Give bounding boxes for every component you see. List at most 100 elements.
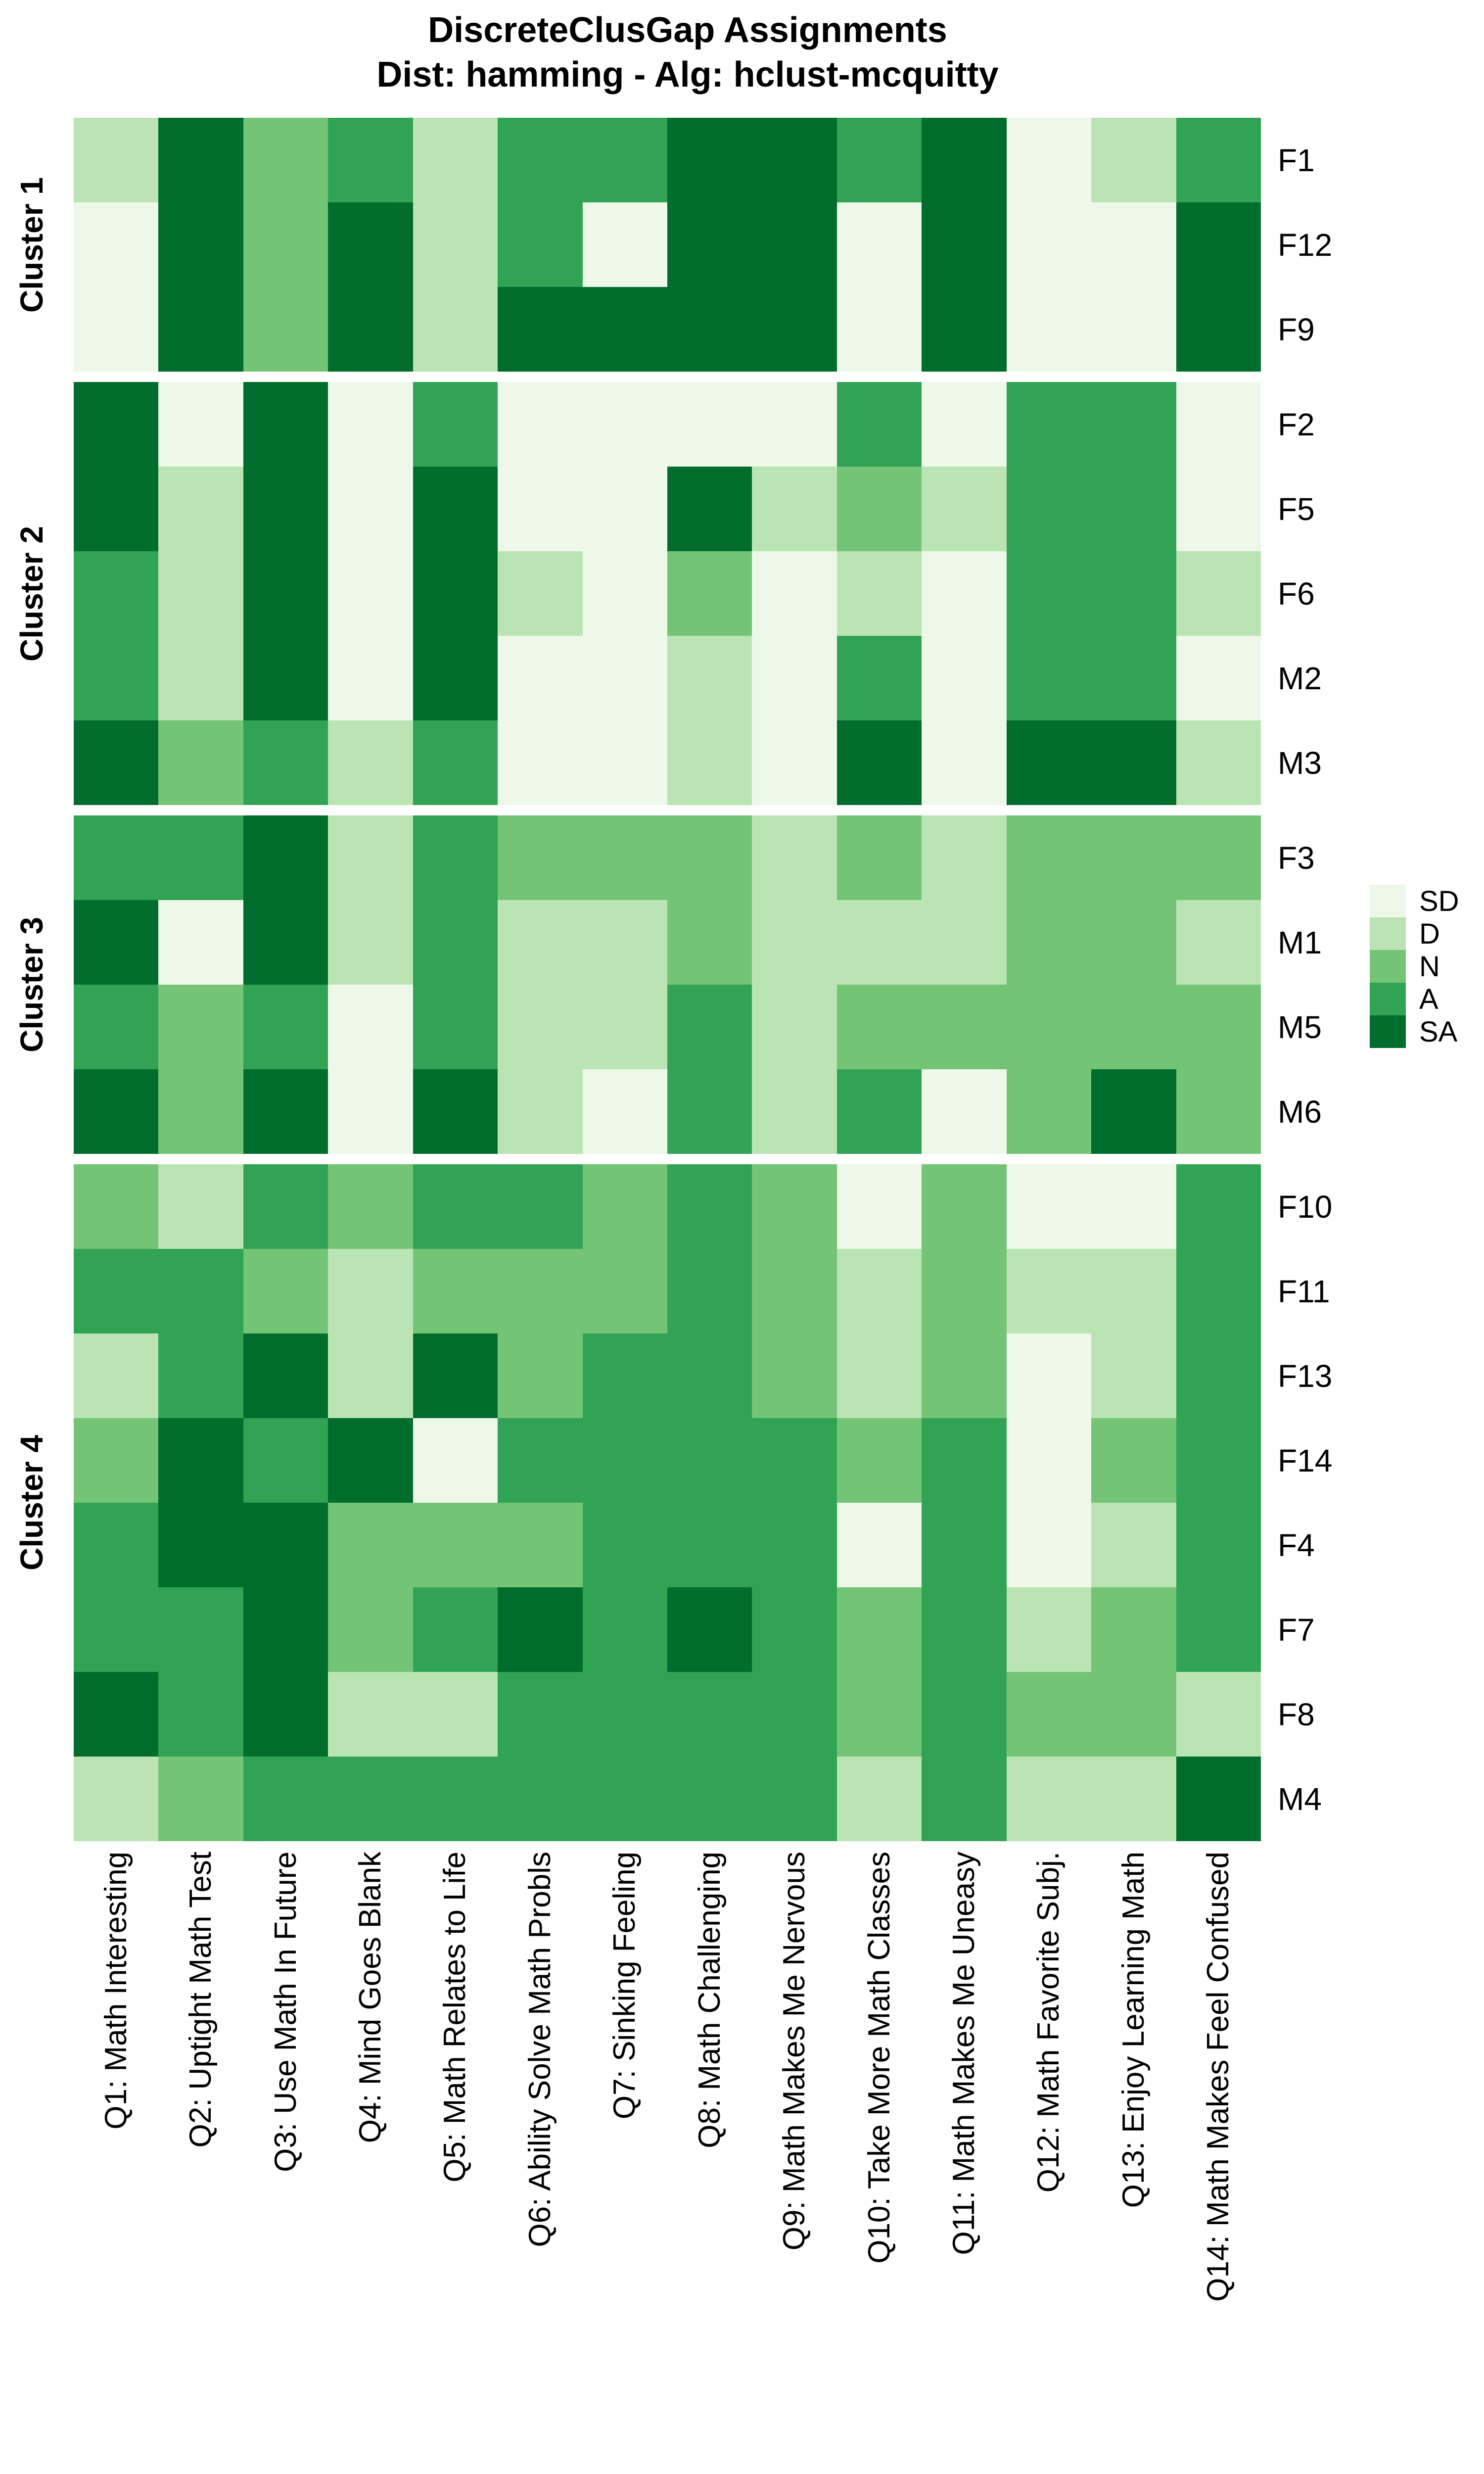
heatmap-cell-M5-Q11	[922, 985, 1007, 1069]
heatmap-cell-M1-Q10	[836, 900, 922, 985]
heatmap-cell-F2-Q14	[1176, 382, 1261, 467]
column-label-text: Q7: Sinking Feeling	[607, 1852, 642, 2120]
heatmap-cell-F9-Q10	[836, 287, 922, 372]
heatmap-cell-F6-Q8	[667, 551, 752, 636]
heatmap-cell-F1-Q9	[752, 118, 837, 202]
heatmap-cell-F4-Q8	[667, 1503, 752, 1587]
cluster-label-2: Cluster 2	[3, 382, 60, 805]
heatmap-cell-F14-Q5	[413, 1418, 498, 1503]
cluster-block-1	[74, 118, 1261, 372]
column-label-Q7: Q7: Sinking Feeling	[583, 1852, 667, 2474]
heatmap-cell-F5-Q14	[1176, 467, 1261, 551]
heatmap-cell-F7-Q4	[328, 1587, 413, 1672]
column-label-text: Q4: Mind Goes Blank	[353, 1852, 387, 2143]
heatmap-cell-F1-Q11	[922, 118, 1007, 202]
heatmap-cell-F12-Q10	[836, 202, 922, 287]
row-label-F4: F4	[1278, 1527, 1315, 1563]
heatmap-cell-M4-Q6	[498, 1757, 583, 1841]
heatmap-cell-M6-Q2	[158, 1069, 243, 1154]
heatmap-cell-F8-Q8	[667, 1672, 752, 1757]
heatmap-cell-F3-Q1	[74, 815, 159, 900]
column-label-text: Q5: Math Relates to Life	[438, 1852, 472, 2183]
heatmap-cell-F11-Q6	[498, 1249, 583, 1333]
heatmap-cell-F11-Q9	[752, 1249, 837, 1333]
heatmap-cell-F14-Q7	[582, 1418, 667, 1503]
heatmap-cell-F8-Q4	[328, 1672, 413, 1757]
legend-swatch-D	[1370, 917, 1406, 950]
legend-swatch-N	[1370, 950, 1406, 983]
heatmap-cell-F9-Q2	[158, 287, 243, 372]
heatmap-cell-M6-Q7	[582, 1069, 667, 1154]
column-label-text: Q13: Enjoy Learning Math	[1116, 1852, 1151, 2208]
heatmap-cell-F9-Q13	[1091, 287, 1176, 372]
heatmap-cell-F6-Q12	[1006, 551, 1092, 636]
heatmap-cell-F2-Q10	[836, 382, 922, 467]
heatmap-cell-F1-Q1	[74, 118, 159, 202]
heatmap-cell-F12-Q12	[1006, 202, 1092, 287]
row-label-M2: M2	[1278, 660, 1322, 696]
heatmap-cell-F7-Q2	[158, 1587, 243, 1672]
heatmap-cell-F4-Q5	[413, 1503, 498, 1587]
heatmap-cell-M3-Q2	[158, 720, 243, 805]
heatmap-cell-M6-Q5	[413, 1069, 498, 1154]
heatmap-cell-M1-Q5	[413, 900, 498, 985]
heatmap-cell-M5-Q9	[752, 985, 837, 1069]
heatmap-cell-F11-Q5	[413, 1249, 498, 1333]
heatmap-cell-F7-Q5	[413, 1587, 498, 1672]
heatmap-cell-F3-Q8	[667, 815, 752, 900]
cluster-block-2	[74, 382, 1261, 805]
heatmap-cell-F9-Q12	[1006, 287, 1092, 372]
heatmap-cell-M2-Q7	[582, 636, 667, 720]
heatmap-cell-F5-Q4	[328, 467, 413, 551]
heatmap-cell-F4-Q3	[243, 1503, 328, 1587]
heatmap-cell-M6-Q10	[836, 1069, 922, 1154]
heatmap-cell-M1-Q2	[158, 900, 243, 985]
heatmap-cell-F4-Q1	[74, 1503, 159, 1587]
heatmap-cell-F10-Q11	[922, 1164, 1007, 1249]
row-label-F10: F10	[1278, 1189, 1333, 1225]
heatmap-cell-M4-Q7	[582, 1757, 667, 1841]
heatmap-cell-F4-Q6	[498, 1503, 583, 1587]
heatmap-cell-F4-Q7	[582, 1503, 667, 1587]
column-label-Q9: Q9: Math Makes Me Nervous	[752, 1852, 836, 2474]
heatmap-cell-M1-Q6	[498, 900, 583, 985]
heatmap-cell-M4-Q10	[836, 1757, 922, 1841]
heatmap-cell-M5-Q10	[836, 985, 922, 1069]
column-label-text: Q6: Ability Solve Math Probls	[522, 1852, 557, 2247]
heatmap-cell-F9-Q14	[1176, 287, 1261, 372]
row-label-F5: F5	[1278, 491, 1315, 527]
heatmap-cell-F8-Q7	[582, 1672, 667, 1757]
heatmap-cell-F3-Q12	[1006, 815, 1092, 900]
heatmap-cell-F13-Q13	[1091, 1333, 1176, 1418]
heatmap-cell-F14-Q1	[74, 1418, 159, 1503]
heatmap-cell-M3-Q11	[922, 720, 1007, 805]
column-label-Q8: Q8: Math Challenging	[667, 1852, 752, 2474]
heatmap-cell-F13-Q12	[1006, 1333, 1092, 1418]
heatmap-cell-F12-Q7	[582, 202, 667, 287]
heatmap-cell-F14-Q4	[328, 1418, 413, 1503]
heatmap-cell-M4-Q5	[413, 1757, 498, 1841]
column-label-Q4: Q4: Mind Goes Blank	[328, 1852, 413, 2474]
cluster-label-text: Cluster 3	[14, 917, 49, 1052]
heatmap-cell-M3-Q1	[74, 720, 159, 805]
heatmap-cell-F2-Q8	[667, 382, 752, 467]
column-label-Q13: Q13: Enjoy Learning Math	[1091, 1852, 1176, 2474]
heatmap-cell-F7-Q11	[922, 1587, 1007, 1672]
heatmap-cell-F14-Q13	[1091, 1418, 1176, 1503]
heatmap-cell-M1-Q3	[243, 900, 328, 985]
heatmap-cell-F9-Q5	[413, 287, 498, 372]
heatmap-cell-F10-Q2	[158, 1164, 243, 1249]
heatmap-cell-F8-Q11	[922, 1672, 1007, 1757]
heatmap-cell-F1-Q12	[1006, 118, 1092, 202]
heatmap-cell-M6-Q6	[498, 1069, 583, 1154]
heatmap-cell-M2-Q14	[1176, 636, 1261, 720]
heatmap-cell-M4-Q14	[1176, 1757, 1261, 1841]
heatmap-cell-F7-Q9	[752, 1587, 837, 1672]
heatmap-cell-M6-Q11	[922, 1069, 1007, 1154]
heatmap-cell-F6-Q5	[413, 551, 498, 636]
heatmap-cell-F14-Q6	[498, 1418, 583, 1503]
heatmap-cell-M5-Q1	[74, 985, 159, 1069]
heatmap-cell-M2-Q5	[413, 636, 498, 720]
heatmap-cell-M2-Q6	[498, 636, 583, 720]
heatmap-cell-F14-Q11	[922, 1418, 1007, 1503]
